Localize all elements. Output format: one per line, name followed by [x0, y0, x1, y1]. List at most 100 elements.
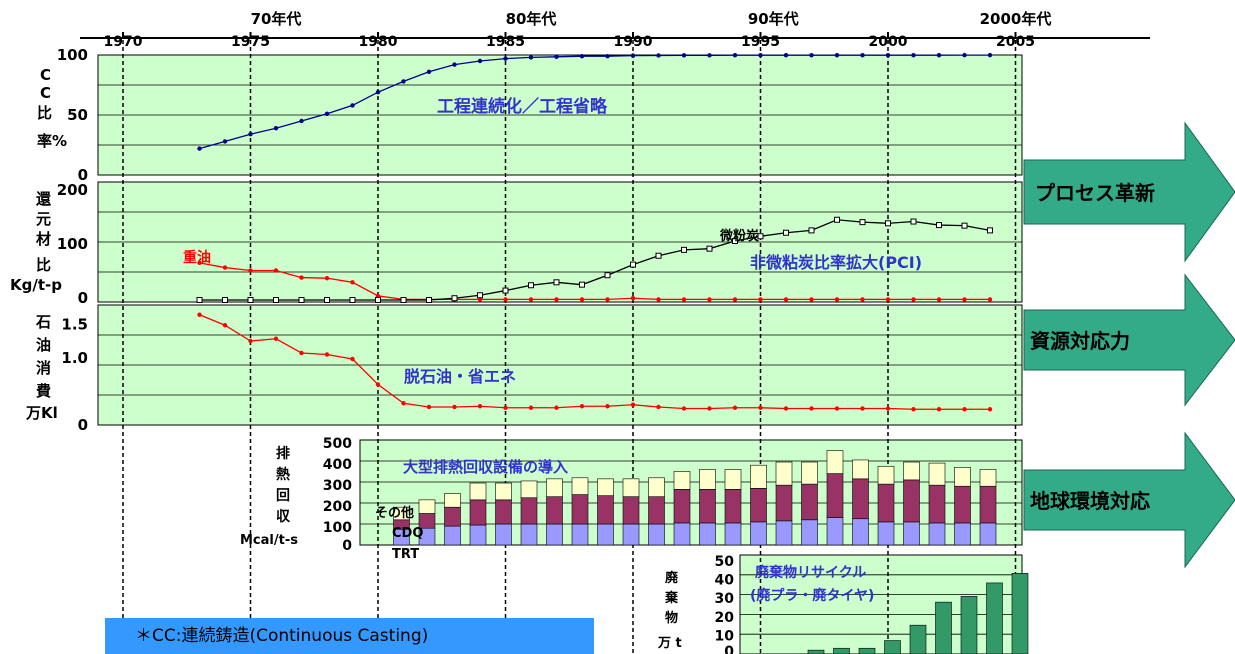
waste-bar — [960, 596, 978, 654]
stacked-bar-segment — [495, 499, 512, 525]
decade-label: 80年代 — [506, 10, 557, 28]
stacked-bar-segment — [673, 471, 691, 490]
stacked-bar-segment — [801, 519, 818, 546]
waste-bar — [833, 647, 850, 654]
ylabel-oil-3: 消 — [36, 359, 51, 377]
stacked-bar-segment — [444, 525, 461, 546]
stacked-bar-segment — [877, 465, 895, 485]
year-tick-label: 2005 — [996, 34, 1035, 50]
y-tick-label: 0 — [78, 166, 88, 184]
data-point — [324, 111, 330, 117]
stacked-bar-segment — [546, 523, 563, 546]
y-tick-label: 100 — [57, 46, 88, 64]
data-point — [401, 401, 406, 406]
data-point — [936, 222, 942, 229]
svg-text:資源対応力: 資源対応力 — [1030, 329, 1130, 353]
data-point — [732, 297, 738, 302]
data-point — [554, 54, 559, 59]
y-tick-label: 200 — [323, 499, 352, 515]
data-point — [579, 281, 585, 288]
ylabel-red-1: 還 — [36, 190, 52, 208]
data-point — [834, 53, 840, 58]
data-point — [426, 297, 432, 303]
series-line — [199, 262, 990, 301]
data-point — [401, 79, 406, 84]
data-point — [707, 297, 712, 302]
ylabel-heat-2: 熱 — [276, 466, 290, 483]
stacked-bar-segment — [979, 485, 997, 524]
year-tick-label: 1970 — [104, 34, 143, 50]
data-point — [911, 297, 916, 302]
ylabel-oil-unit: 万Kl — [25, 404, 58, 422]
stacked-bar-segment — [418, 499, 436, 514]
stacked-bar-segment — [699, 522, 716, 546]
data-point — [681, 53, 687, 58]
data-point — [452, 62, 457, 67]
data-point — [681, 406, 687, 411]
data-point — [222, 139, 228, 144]
ylabel-cc-3: 比 — [37, 104, 52, 122]
year-tick-label: 2000 — [869, 34, 908, 50]
data-point — [503, 297, 508, 302]
data-point — [222, 265, 228, 270]
arrow-resource-capability: 資源対応力 — [1023, 273, 1235, 407]
data-point — [885, 220, 891, 227]
data-point — [579, 404, 585, 409]
data-point — [349, 297, 356, 303]
stacked-bar-segment — [699, 469, 716, 490]
y-tick-label: 10 — [715, 628, 735, 644]
data-point — [809, 406, 814, 411]
data-point — [528, 405, 534, 410]
data-point — [809, 297, 814, 302]
data-point — [248, 338, 253, 344]
data-point — [426, 69, 432, 75]
data-point — [579, 54, 585, 59]
data-point — [248, 268, 253, 273]
stacked-bar-segment — [520, 523, 538, 546]
svg-text:プロセス革新: プロセス革新 — [1035, 181, 1155, 205]
stacked-bar-segment — [826, 450, 844, 474]
stacked-bar-segment — [903, 479, 920, 523]
data-point — [528, 282, 534, 289]
y-tick-label: 300 — [323, 478, 352, 494]
data-point — [299, 275, 304, 280]
data-point — [987, 227, 993, 234]
waste-bar — [935, 601, 952, 654]
stacked-bar-segment — [775, 520, 793, 546]
data-point — [605, 54, 610, 59]
data-point — [936, 53, 942, 58]
stacked-bar-segment — [750, 487, 767, 523]
stacked-bar-segment — [520, 480, 538, 499]
data-point — [707, 406, 712, 411]
data-point — [911, 407, 916, 412]
data-point — [247, 297, 254, 303]
data-point — [604, 272, 611, 279]
stacked-bar-segment — [673, 522, 691, 546]
y-tick-label: 20 — [715, 610, 735, 626]
stacked-bar-segment — [877, 521, 895, 546]
annotation-waste-1: 廃棄物リサイクル — [755, 564, 866, 581]
data-point — [400, 297, 407, 303]
ylabel-red-3: 材 — [36, 230, 51, 248]
data-point — [375, 90, 381, 95]
data-point — [503, 405, 508, 410]
data-point — [860, 406, 865, 411]
data-point — [758, 297, 763, 302]
waste-bar — [909, 624, 927, 654]
stacked-bar-segment — [826, 517, 844, 546]
data-point — [503, 56, 508, 61]
stacked-bar-segment — [724, 522, 742, 546]
ylabel-red-unit: Kg/t-p — [10, 276, 62, 294]
stacked-bar-segment — [673, 489, 691, 524]
stacked-bar-segment — [546, 478, 563, 498]
label-pulverized-coal: 微粉炭 — [719, 228, 759, 244]
stacked-bar-segment — [750, 521, 767, 546]
y-tick-label: 1.5 — [61, 316, 88, 334]
data-point — [426, 404, 432, 410]
arrow-global-environment: 地球環境対応 — [1023, 431, 1235, 569]
ylabel-waste-1: 廃 — [664, 570, 679, 586]
data-point — [987, 52, 993, 58]
data-point — [197, 312, 202, 317]
data-point — [732, 238, 738, 244]
stacked-bar-segment — [495, 482, 512, 501]
